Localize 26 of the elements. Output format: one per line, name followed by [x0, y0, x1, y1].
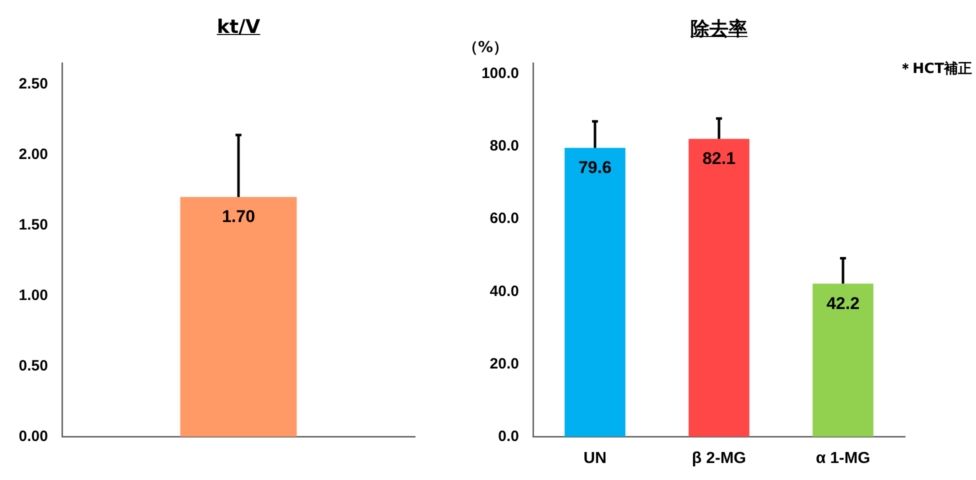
- y-tick-label: 2.00: [18, 146, 48, 163]
- y-axis-title: （%）: [463, 38, 508, 57]
- y-tick-label: 60.0: [490, 210, 519, 228]
- y-tick-label: 1.50: [18, 216, 48, 234]
- annotation: ＊HCT補正: [898, 60, 972, 78]
- bar: [812, 284, 874, 437]
- data-label: 1.70: [222, 207, 256, 226]
- y-tick-label: 80.0: [490, 138, 519, 155]
- y-tick-label: 0.50: [18, 357, 48, 374]
- y-tick-label: 1.00: [18, 286, 48, 304]
- y-tick-label: 20.0: [490, 355, 519, 372]
- data-label: 82.1: [702, 149, 736, 168]
- x-tick-label: α 1-MG: [816, 450, 870, 467]
- y-tick-label: 0.0: [498, 428, 519, 445]
- bar: [564, 148, 626, 437]
- x-tick-label: β 2-MG: [692, 450, 746, 467]
- data-label: 79.6: [578, 158, 612, 178]
- y-tick-label: 0.00: [18, 428, 48, 445]
- y-tick-label: 100.0: [481, 65, 519, 82]
- y-tick-label: 40.0: [490, 282, 519, 300]
- x-tick-label: UN: [583, 450, 607, 467]
- chart-title: kt/V: [216, 16, 260, 38]
- y-tick-label: 2.50: [18, 75, 48, 92]
- chart-title: 除去率: [690, 17, 748, 42]
- bar: [688, 138, 750, 437]
- data-label: 42.2: [826, 294, 860, 313]
